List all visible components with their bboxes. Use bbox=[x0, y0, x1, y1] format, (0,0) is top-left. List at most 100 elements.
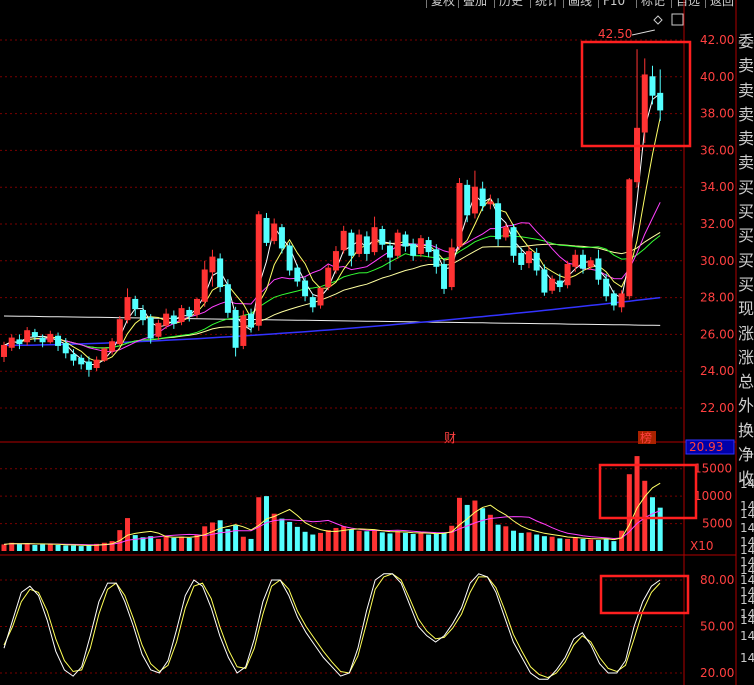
candle-body bbox=[448, 247, 455, 288]
toolbar-button[interactable]: 自选 bbox=[671, 0, 704, 8]
candle-body bbox=[85, 361, 92, 370]
volume-bar bbox=[101, 542, 107, 551]
volume-tick-label: 15000 bbox=[694, 462, 732, 476]
toolbar-button[interactable]: 叠加 bbox=[458, 0, 491, 8]
volume-bar bbox=[318, 532, 324, 551]
quote-label: 涨 bbox=[737, 323, 754, 343]
volume-bar bbox=[557, 538, 563, 551]
candle-body bbox=[47, 333, 54, 343]
edge-value: 14 bbox=[740, 499, 754, 513]
quote-label: 卖 bbox=[737, 56, 754, 76]
candle-body bbox=[325, 267, 332, 288]
toolbar-button[interactable]: 画线 bbox=[563, 0, 596, 8]
quote-label: 买 bbox=[737, 226, 754, 246]
toolbar-button[interactable]: 返回 bbox=[705, 0, 738, 8]
oscillator-line-k bbox=[3, 573, 661, 680]
volume-bar bbox=[441, 532, 447, 551]
window-icon bbox=[671, 13, 684, 26]
volume-bar bbox=[194, 534, 200, 551]
volume-bar bbox=[294, 526, 300, 551]
quote-label: 换 bbox=[737, 420, 754, 440]
candle-body bbox=[525, 251, 532, 264]
volume-bar bbox=[387, 533, 393, 551]
volume-bar bbox=[70, 545, 76, 551]
candle-body bbox=[24, 330, 31, 343]
candle-body bbox=[132, 298, 139, 310]
candle-body bbox=[564, 263, 571, 286]
volume-tick-label: 5000 bbox=[702, 517, 733, 531]
candle-body bbox=[549, 278, 556, 291]
candle-body bbox=[209, 256, 216, 273]
candle-body bbox=[556, 280, 563, 288]
volume-bar bbox=[588, 539, 594, 551]
volume-bar bbox=[256, 497, 262, 551]
toolbar-button[interactable]: F10 bbox=[598, 0, 629, 8]
price-tick-label: 40.00 bbox=[700, 70, 734, 84]
volume-bar bbox=[32, 544, 38, 551]
toolbar-button[interactable]: 标记 bbox=[636, 0, 669, 8]
oscillator-tick-label: 20.00 bbox=[700, 666, 734, 680]
volume-bar bbox=[1, 544, 7, 551]
volume-bar bbox=[86, 544, 92, 551]
toolbar-button[interactable]: 复权 bbox=[426, 0, 459, 8]
candle-body bbox=[441, 263, 448, 289]
volume-bar bbox=[534, 534, 540, 551]
volume-bar bbox=[418, 532, 424, 551]
volume-unit-label: X10 bbox=[690, 539, 714, 553]
candle-body bbox=[62, 343, 69, 354]
volume-bar bbox=[302, 531, 308, 551]
candle-body bbox=[155, 322, 162, 337]
volume-bar bbox=[333, 527, 339, 551]
candle-body bbox=[502, 227, 509, 238]
quote-label: 收 bbox=[737, 469, 754, 489]
candle-body bbox=[263, 217, 270, 243]
candle-body bbox=[479, 188, 486, 207]
volume-bar bbox=[279, 518, 285, 551]
candle-body bbox=[410, 243, 417, 256]
candle-body bbox=[124, 297, 131, 321]
candle-body bbox=[402, 234, 409, 247]
volume-bar bbox=[325, 530, 331, 551]
toolbar-button[interactable]: 历史 bbox=[494, 0, 527, 8]
volume-bar bbox=[595, 540, 601, 551]
volume-bar bbox=[433, 533, 439, 551]
volume-bar bbox=[148, 536, 154, 551]
candle-body bbox=[456, 183, 463, 247]
volume-bar bbox=[163, 535, 169, 551]
volume-bar bbox=[248, 538, 254, 551]
candle-body bbox=[487, 201, 494, 205]
volume-bar bbox=[341, 526, 347, 551]
edge-value: 14 bbox=[740, 521, 754, 535]
candle-body bbox=[626, 179, 633, 297]
volume-bar bbox=[55, 544, 61, 551]
price-tick-label: 22.00 bbox=[700, 401, 734, 415]
toolbar: 复权 叠加 历史 统计 画线 F10 标记 自选 返回 bbox=[0, 0, 740, 9]
toolbar-button[interactable]: 统计 bbox=[530, 0, 563, 8]
candle-body bbox=[194, 298, 200, 315]
volume-bar bbox=[657, 507, 663, 551]
candle-body bbox=[309, 297, 316, 308]
volume-bar bbox=[572, 537, 578, 551]
candle-body bbox=[425, 240, 432, 253]
edge-value: 14 bbox=[740, 651, 754, 665]
volume-bar bbox=[642, 480, 648, 551]
candle-body bbox=[116, 319, 123, 345]
candle-body bbox=[641, 74, 648, 133]
volume-bar bbox=[449, 525, 455, 551]
candle-body bbox=[93, 359, 100, 369]
candle-body bbox=[16, 339, 23, 345]
volume-bar bbox=[16, 543, 22, 551]
candle-body bbox=[70, 354, 77, 361]
candle-body bbox=[471, 186, 478, 214]
quote-label: 卖 bbox=[737, 129, 754, 149]
edge-value: 14 bbox=[740, 593, 754, 607]
volume-bar bbox=[511, 530, 517, 551]
diamond-icon bbox=[653, 15, 663, 25]
candle-body bbox=[510, 227, 517, 256]
candle-body bbox=[224, 284, 231, 313]
candle-body bbox=[109, 341, 116, 352]
candle-body bbox=[356, 234, 363, 254]
candle-body bbox=[186, 309, 193, 317]
volume-bar bbox=[480, 508, 486, 551]
